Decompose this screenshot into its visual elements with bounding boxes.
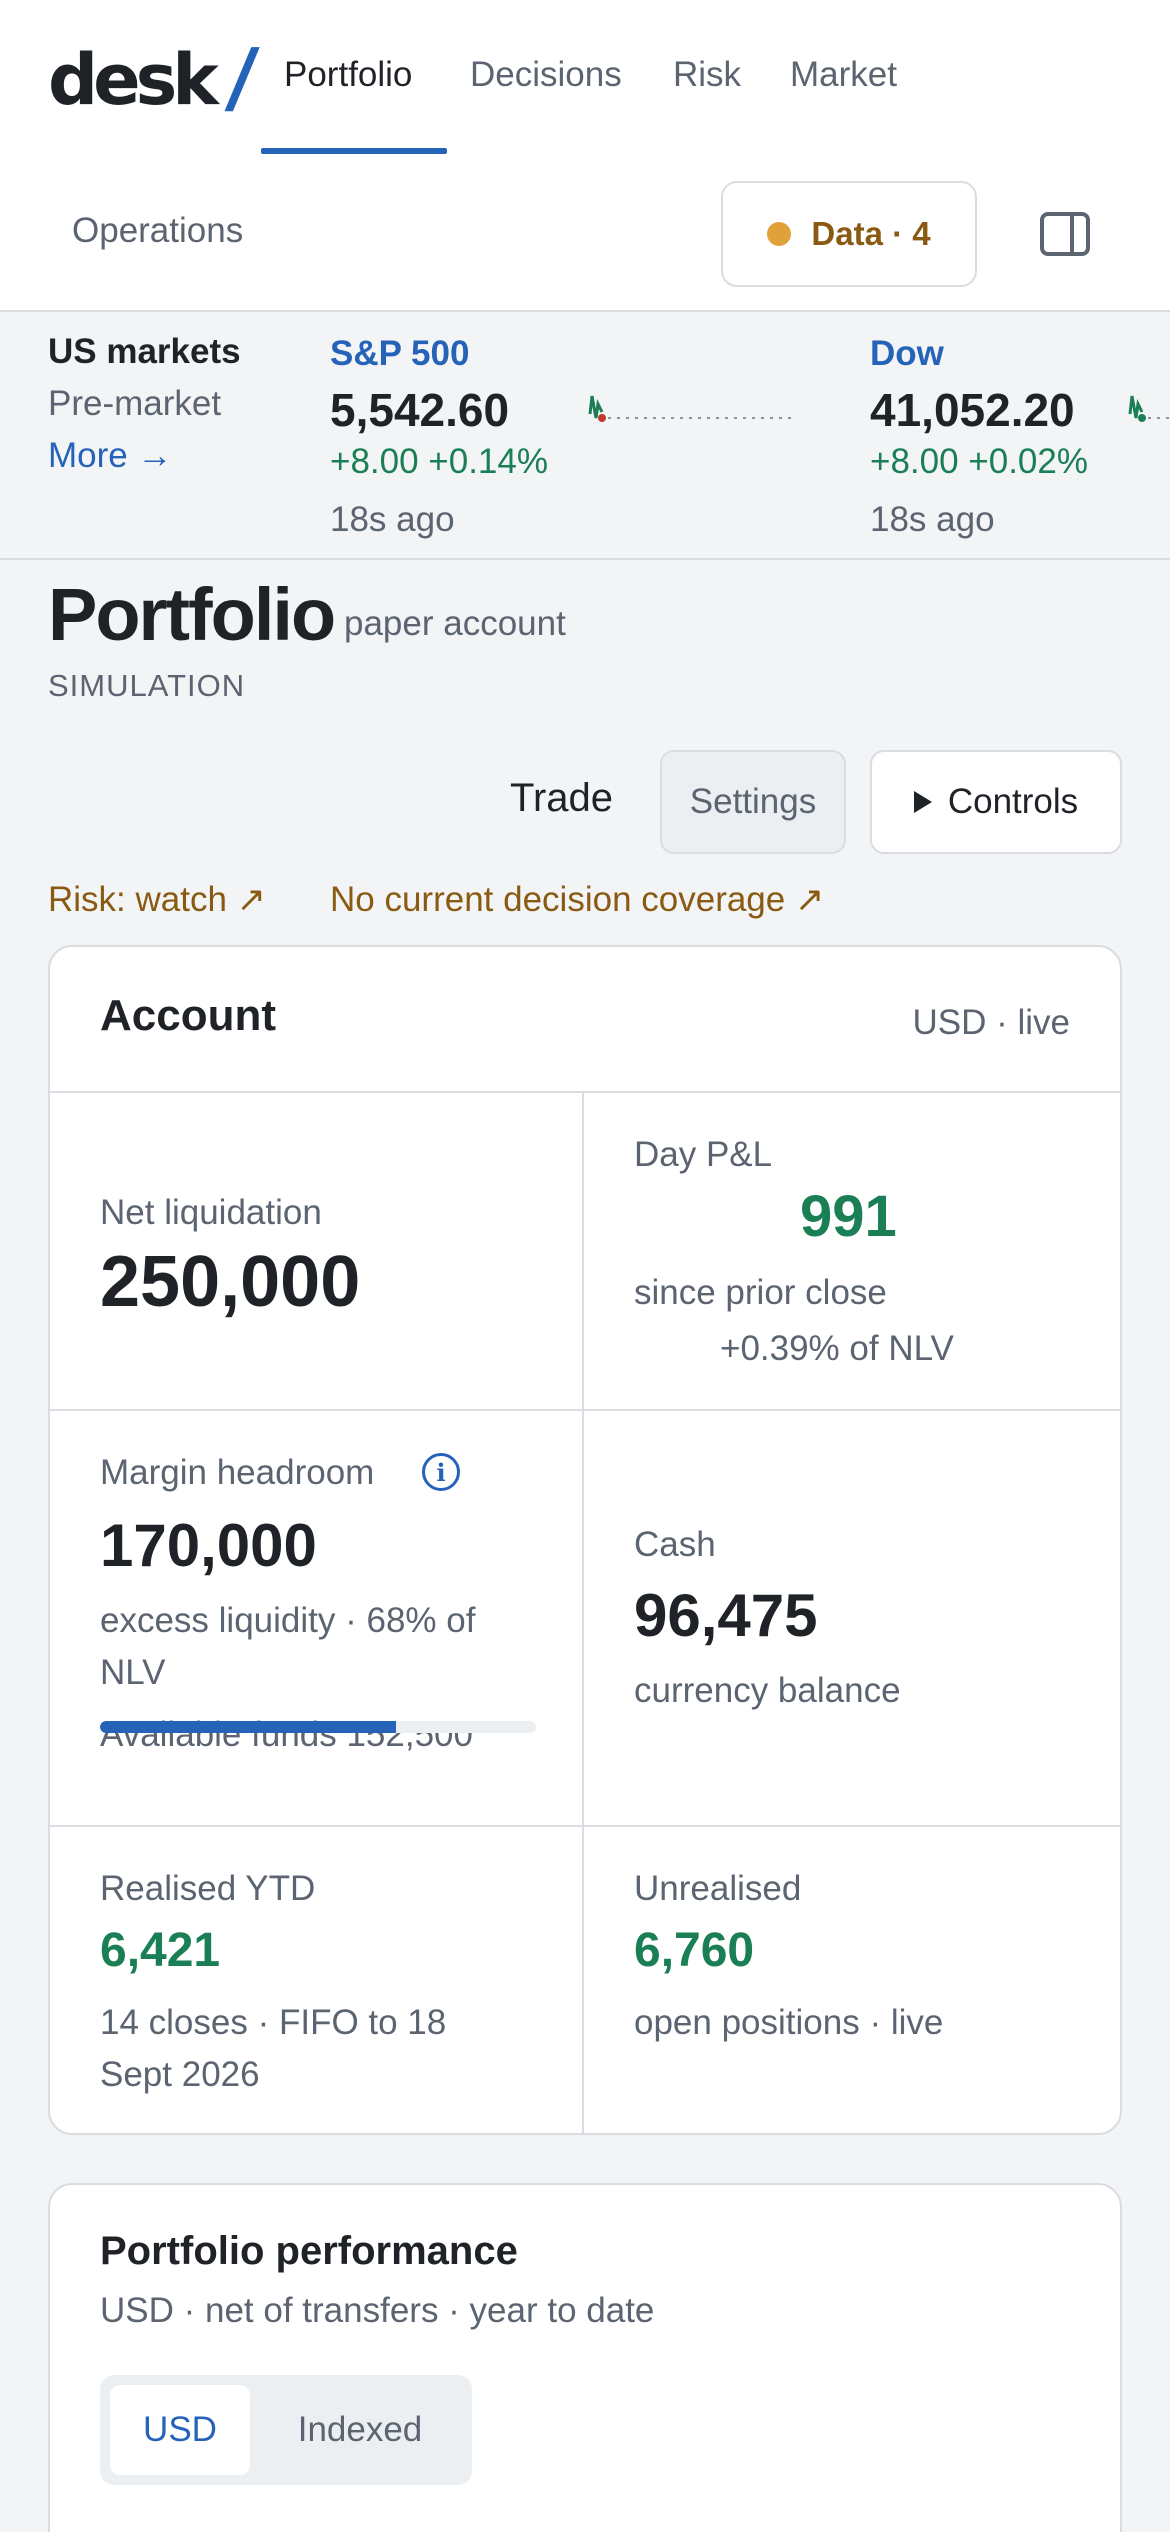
tab-portfolio[interactable]: Portfolio bbox=[284, 55, 413, 94]
index-updated: 18s ago bbox=[870, 500, 995, 539]
decision-coverage-link[interactable]: No current decision coverage ↗ bbox=[330, 880, 825, 919]
net-liquidation-label: Net liquidation bbox=[100, 1193, 322, 1232]
risk-status-link[interactable]: Risk: watch ↗ bbox=[48, 880, 266, 919]
markets-status: Pre-market bbox=[48, 384, 222, 423]
margin-headroom-label: Margin headroom bbox=[100, 1453, 375, 1492]
realised-ytd-cell: Realised YTD 6,421 14 closes · FIFO to 1… bbox=[50, 1827, 584, 2133]
sp500-sparkline bbox=[588, 395, 792, 422]
tab-risk[interactable]: Risk bbox=[673, 55, 742, 94]
tab-market[interactable]: Market bbox=[790, 55, 897, 94]
realised-note-line2: Sept 2026 bbox=[100, 2055, 260, 2094]
tab-decisions[interactable]: Decisions bbox=[470, 55, 622, 94]
margin-usage-bar bbox=[100, 1721, 536, 1733]
index-name: S&P 500 bbox=[330, 334, 470, 373]
toggle-indexed[interactable]: Indexed bbox=[297, 2410, 423, 2449]
day-pnl-value: 991 bbox=[800, 1184, 897, 1249]
markets-more-link[interactable]: More → bbox=[48, 436, 173, 475]
top-navigation: desk / Portfolio Decisions Risk Market O… bbox=[0, 0, 1170, 312]
account-header: Account USD · live bbox=[50, 947, 1120, 1093]
trade-link[interactable]: Trade bbox=[510, 776, 614, 820]
day-pnl-percent: +0.39% of NLV bbox=[720, 1329, 954, 1368]
index-value: 5,542.60 bbox=[330, 384, 510, 436]
day-pnl-cell: Day P&L 991 since prior close +0.39% of … bbox=[584, 1093, 1120, 1411]
data-status-button[interactable]: Data · 4 bbox=[721, 181, 977, 287]
play-icon bbox=[913, 791, 932, 813]
account-meta: USD · live bbox=[912, 1003, 1070, 1042]
dow-sparkline bbox=[1128, 395, 1170, 422]
index-change: +8.00 +0.14% bbox=[330, 442, 548, 481]
settings-button[interactable]: Settings bbox=[660, 750, 846, 854]
cash-label: Cash bbox=[634, 1525, 716, 1564]
page-subtitle: paper account bbox=[344, 604, 566, 643]
margin-note-line2: NLV bbox=[100, 1653, 166, 1692]
tab-operations[interactable]: Operations bbox=[72, 211, 244, 250]
cash-cell: Cash 96,475 currency balance bbox=[584, 1411, 1120, 1827]
net-liquidation-cell: Net liquidation 250,000 bbox=[50, 1093, 584, 1411]
market-ticker: US markets Pre-market More → S&P 500 5,5… bbox=[0, 312, 1170, 560]
index-updated: 18s ago bbox=[330, 500, 455, 539]
day-pnl-label: Day P&L bbox=[634, 1135, 773, 1174]
realised-note-line1: 14 closes · FIFO to 18 bbox=[100, 2003, 447, 2042]
index-change: +8.00 +0.02% bbox=[870, 442, 1088, 481]
net-liquidation-value: 250,000 bbox=[100, 1242, 361, 1322]
data-status-label: Data · 4 bbox=[811, 215, 931, 252]
logo-slash: / bbox=[223, 33, 262, 123]
margin-note-line1: excess liquidity · 68% of bbox=[100, 1601, 476, 1640]
performance-card: Portfolio performance USD · net of trans… bbox=[48, 2183, 1122, 2532]
realised-ytd-value: 6,421 bbox=[100, 1924, 221, 1977]
cash-value: 96,475 bbox=[634, 1582, 818, 1649]
info-icon[interactable]: i bbox=[422, 1453, 460, 1491]
app-logo[interactable]: desk / bbox=[48, 33, 261, 123]
performance-mode-toggle: USD Indexed bbox=[100, 2375, 472, 2485]
unrealised-label: Unrealised bbox=[634, 1869, 802, 1908]
status-dot-icon bbox=[767, 222, 792, 246]
index-value: 41,052.20 bbox=[870, 384, 1075, 436]
logo-wordmark: desk bbox=[48, 39, 219, 121]
controls-label: Controls bbox=[947, 782, 1079, 821]
margin-headroom-value: 170,000 bbox=[100, 1512, 317, 1579]
toggle-usd[interactable]: USD bbox=[110, 2385, 250, 2475]
performance-subtitle: USD · net of transfers · year to date bbox=[100, 2291, 655, 2330]
margin-usage-fill bbox=[100, 1721, 397, 1733]
index-name: Dow bbox=[870, 334, 944, 373]
account-card: Account USD · live Net liquidation 250,0… bbox=[48, 945, 1122, 2135]
cash-note: currency balance bbox=[634, 1671, 901, 1710]
page-title: Portfolio bbox=[48, 573, 336, 656]
index-dow[interactable]: Dow 41,052.20 +8.00 +0.02% 18s ago bbox=[870, 332, 1088, 542]
available-funds: Available funds 152,500 bbox=[100, 1715, 473, 1754]
active-tab-indicator bbox=[261, 148, 447, 154]
index-sp500[interactable]: S&P 500 5,542.60 +8.00 +0.14% 18s ago bbox=[330, 332, 548, 542]
account-title: Account bbox=[100, 991, 276, 1040]
markets-title: US markets bbox=[48, 332, 241, 371]
mode-label: SIMULATION bbox=[48, 668, 246, 703]
unrealised-cell: Unrealised 6,760 open positions · live bbox=[584, 1827, 1120, 2133]
day-pnl-note: since prior close bbox=[634, 1273, 887, 1312]
performance-title: Portfolio performance bbox=[100, 2229, 518, 2273]
unrealised-value: 6,760 bbox=[634, 1924, 755, 1977]
panel-toggle-icon[interactable] bbox=[1040, 212, 1090, 256]
margin-headroom-cell: Margin headroom i 170,000 excess liquidi… bbox=[50, 1411, 584, 1827]
controls-button[interactable]: Controls bbox=[870, 750, 1122, 854]
realised-ytd-label: Realised YTD bbox=[100, 1869, 316, 1908]
unrealised-note: open positions · live bbox=[634, 2003, 944, 2042]
